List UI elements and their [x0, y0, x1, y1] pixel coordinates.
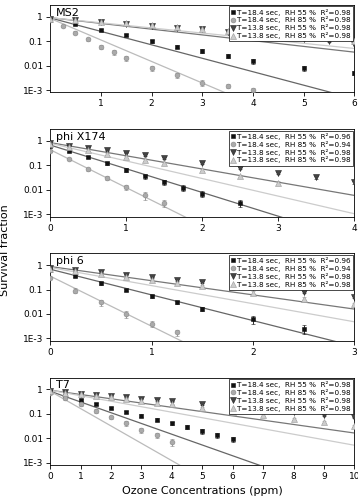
Text: MS2: MS2: [56, 8, 80, 18]
Text: Survival fraction: Survival fraction: [0, 204, 10, 296]
Legend: T=18.4 sec,  RH 55 %  R²=0.96, T=18.4 sec,  RH 85 %  R²=0.94, T=13.8 sec,  RH 55: T=18.4 sec, RH 55 % R²=0.96, T=18.4 sec,…: [228, 130, 353, 166]
Legend: T=18.4 sec,  RH 55 %  R²=0.98, T=18.4 sec,  RH 85 %  R²=0.98, T=13.8 sec,  RH 55: T=18.4 sec, RH 55 % R²=0.98, T=18.4 sec,…: [228, 379, 353, 414]
Legend: T=18.4 sec,  RH 55 %  R²=0.98, T=18.4 sec,  RH 85 %  R²=0.98, T=13.8 sec,  RH 55: T=18.4 sec, RH 55 % R²=0.98, T=18.4 sec,…: [228, 6, 353, 42]
X-axis label: Ozone Concentrations (ppm): Ozone Concentrations (ppm): [122, 486, 283, 496]
Text: phi 6: phi 6: [56, 256, 84, 266]
Legend: T=18.4 sec,  RH 55 %  R²=0.96, T=18.4 sec,  RH 85 %  R²=0.94, T=13.8 sec,  RH 55: T=18.4 sec, RH 55 % R²=0.96, T=18.4 sec,…: [228, 255, 353, 290]
Text: T7: T7: [56, 380, 70, 390]
Text: phi X174: phi X174: [56, 132, 106, 142]
